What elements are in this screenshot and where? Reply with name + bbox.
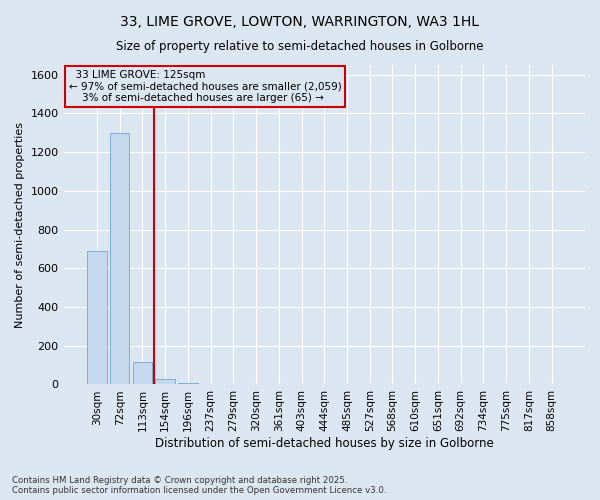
Text: 33, LIME GROVE, LOWTON, WARRINGTON, WA3 1HL: 33, LIME GROVE, LOWTON, WARRINGTON, WA3 … <box>121 15 479 29</box>
Text: 33 LIME GROVE: 125sqm  
← 97% of semi-detached houses are smaller (2,059)
    3%: 33 LIME GROVE: 125sqm ← 97% of semi-deta… <box>69 70 341 103</box>
Bar <box>133 362 152 384</box>
X-axis label: Distribution of semi-detached houses by size in Golborne: Distribution of semi-detached houses by … <box>155 437 494 450</box>
Y-axis label: Number of semi-detached properties: Number of semi-detached properties <box>15 122 25 328</box>
Bar <box>155 378 175 384</box>
Bar <box>87 251 107 384</box>
Text: Size of property relative to semi-detached houses in Golborne: Size of property relative to semi-detach… <box>116 40 484 53</box>
Text: Contains HM Land Registry data © Crown copyright and database right 2025.
Contai: Contains HM Land Registry data © Crown c… <box>12 476 386 495</box>
Bar <box>110 133 130 384</box>
